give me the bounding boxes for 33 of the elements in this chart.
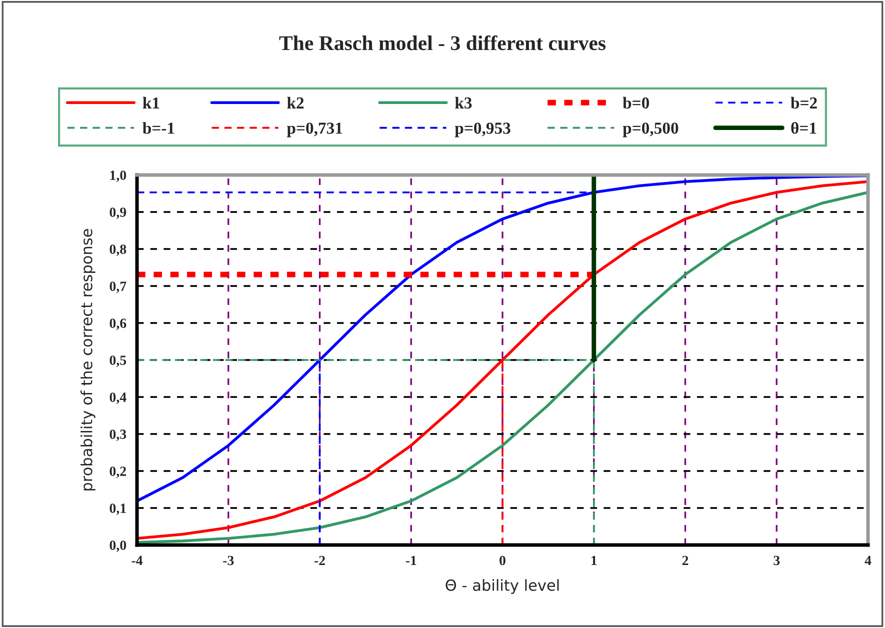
- y-tick-label: 0,0: [110, 540, 126, 552]
- legend-label: b=-1: [142, 122, 174, 134]
- y-tick-label: 0,9: [110, 208, 126, 219]
- x-tick-label: 4: [864, 556, 872, 566]
- legend-label: b=0: [622, 96, 650, 109]
- x-tick-label: -1: [406, 556, 416, 566]
- legend-label: k1: [142, 96, 160, 108]
- legend-label: p=0,500: [622, 122, 678, 138]
- y-tick-label: 0,1: [110, 504, 126, 515]
- x-tick-label: 1: [592, 556, 597, 566]
- y-tick-label: 0,6: [110, 318, 126, 330]
- legend-label: k3: [455, 96, 472, 109]
- x-axis-title: Θ - ability level: [446, 579, 559, 594]
- y-tick-label: 0,4: [110, 392, 126, 404]
- y-tick-label: 0,5: [110, 356, 126, 367]
- y-tick-label: 0,8: [110, 244, 126, 256]
- legend-label: θ=1: [791, 122, 816, 134]
- y-tick-label: 0,2: [110, 466, 126, 478]
- y-tick-label: 0,3: [110, 430, 126, 441]
- x-tick-label: 3: [774, 556, 780, 566]
- x-tick-label: 0: [500, 556, 506, 566]
- legend-label: b=2: [790, 96, 817, 109]
- x-tick-label: -4: [132, 556, 143, 566]
- y-tick-label: 0,7: [110, 282, 126, 293]
- legend-label: p=0,731: [286, 122, 342, 138]
- y-axis-title: probability of the correct response: [80, 229, 96, 490]
- y-tick-label: 1,0: [110, 170, 126, 182]
- x-tick-label: -3: [223, 556, 234, 566]
- chart-title: The Rasch model - 3 different curves: [279, 35, 606, 50]
- x-tick-label: 2: [682, 556, 688, 566]
- legend-label: k2: [287, 96, 304, 108]
- legend-label: p=0,953: [454, 122, 510, 138]
- x-tick-label: -2: [314, 556, 325, 566]
